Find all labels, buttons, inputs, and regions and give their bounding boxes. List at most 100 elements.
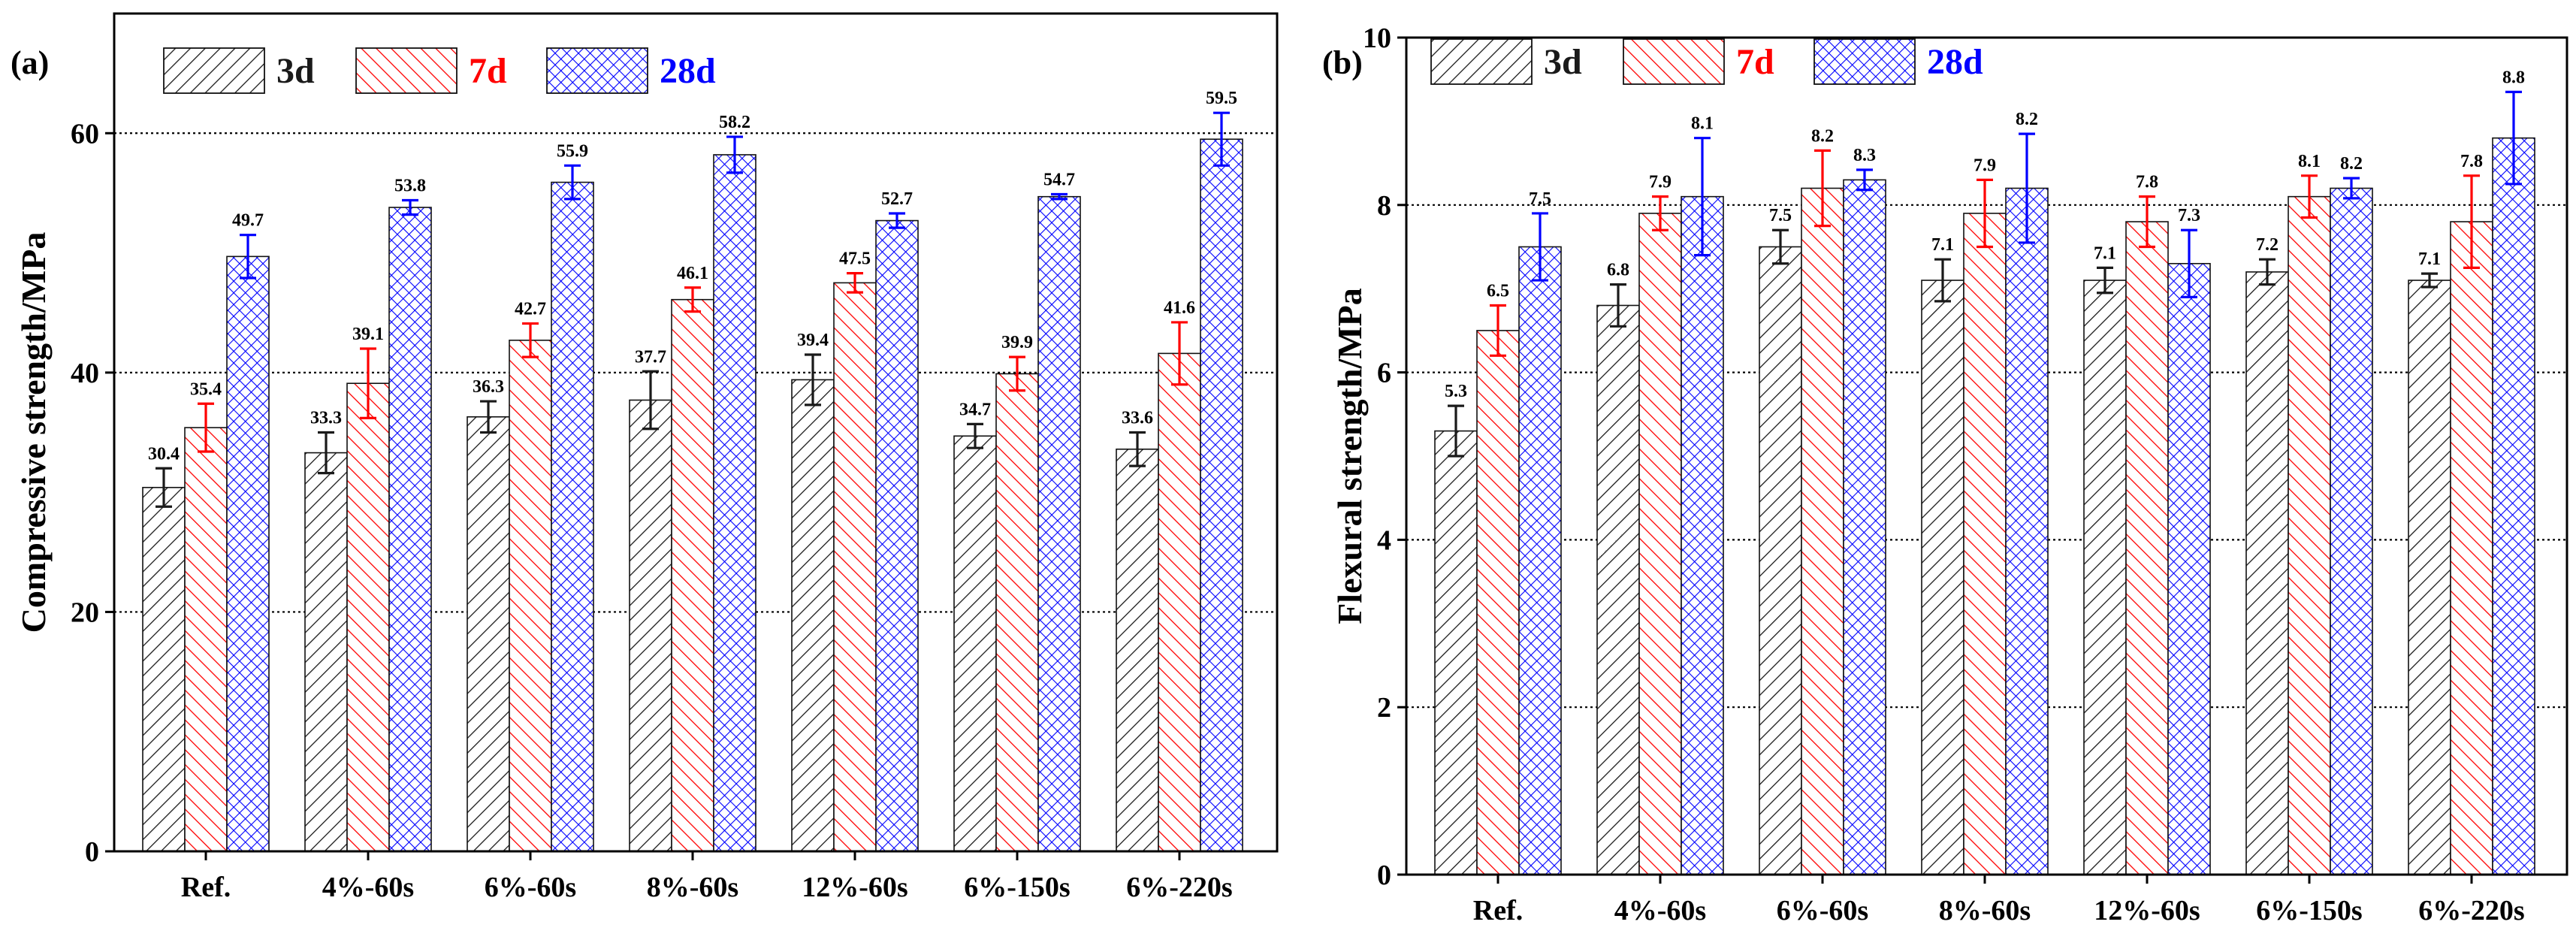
data-label-7d-3: 7.9 [1974, 156, 1996, 175]
bar-7d-5 [2288, 195, 2331, 875]
data-label-3d-2: 7.5 [1769, 206, 1792, 225]
error-bar-3d-5 [2259, 258, 2276, 286]
panel-label: (b) [1322, 44, 1363, 81]
x-tick-label: 6%-150s [2256, 895, 2362, 926]
bar-3d-3 [629, 399, 672, 852]
legend-label-3d: 3d [276, 51, 315, 91]
error-bar-28d-1 [402, 198, 418, 216]
y-tick-label: 60 [71, 118, 99, 150]
data-label-3d-3: 7.1 [1931, 235, 1954, 255]
data-label-7d-5: 8.1 [2298, 152, 2321, 171]
legend-swatch-28d [546, 47, 648, 94]
data-label-3d-4: 39.4 [797, 331, 829, 350]
data-label-28d-3: 58.2 [719, 113, 750, 132]
legend-label-7d: 7d [1736, 42, 1774, 82]
data-label-28d-5: 8.2 [2340, 154, 2363, 174]
bar-28d-1 [388, 207, 432, 852]
bar-28d-2 [551, 181, 594, 852]
legend-label-28d: 28d [1927, 42, 1983, 82]
bar-28d-3 [2005, 187, 2049, 875]
x-tick-label: 8%-60s [1939, 895, 2031, 926]
data-label-7d-6: 41.6 [1164, 298, 1195, 318]
data-label-7d-1: 39.1 [352, 325, 384, 344]
error-bar-7d-5 [1009, 355, 1025, 392]
error-bar-7d-2 [1814, 149, 1831, 228]
legend-label-7d: 7d [469, 51, 507, 91]
error-bar-3d-1 [318, 431, 334, 475]
legend-swatch-3d [1430, 38, 1533, 85]
data-label-28d-3: 8.2 [2016, 110, 2038, 129]
bar-3d-2 [467, 416, 510, 852]
data-label-28d-2: 8.3 [1853, 146, 1876, 165]
bar-7d-6 [1158, 352, 1201, 852]
legend-swatch-28d [1813, 38, 1916, 85]
bar-3d-0 [1434, 430, 1478, 875]
error-bar-7d-5 [2301, 174, 2318, 219]
data-label-7d-4: 7.8 [2136, 173, 2158, 192]
bar-7d-4 [833, 282, 877, 852]
error-bar-28d-5 [1051, 192, 1068, 201]
bar-28d-4 [2167, 262, 2211, 875]
x-tick-label: 8%-60s [647, 872, 738, 903]
data-label-3d-6: 7.1 [2418, 249, 2441, 269]
error-bar-28d-0 [240, 234, 256, 280]
data-label-28d-0: 7.5 [1529, 189, 1551, 209]
bar-3d-5 [953, 435, 997, 852]
x-tick-label: Ref. [1473, 895, 1523, 926]
x-tick-labels: Ref. 4%-60s 6%-60s 8%-60s 12%-60s 6%-150s 6%-2… [1473, 875, 2525, 926]
plot-frame [113, 12, 1279, 853]
data-label-3d-1: 6.8 [1607, 261, 1629, 280]
bar-28d-0 [1518, 246, 1562, 875]
error-bar-7d-4 [847, 272, 863, 294]
bar-28d-1 [1681, 195, 1724, 875]
error-bar-28d-6 [2505, 90, 2522, 186]
bar-28d-6 [2492, 137, 2535, 875]
bar-3d-4 [791, 379, 835, 852]
error-bar-3d-6 [1129, 431, 1146, 467]
x-tick-label: 12%-60s [2094, 895, 2200, 926]
data-label-7d-2: 42.7 [515, 300, 546, 319]
x-tick-label: 4%-60s [322, 872, 414, 903]
error-bar-28d-2 [1856, 168, 1873, 192]
bar-3d-3 [1921, 280, 1964, 875]
error-bar-28d-3 [726, 135, 743, 174]
error-bar-3d-5 [967, 422, 983, 449]
error-bar-3d-3 [642, 370, 659, 431]
data-label-28d-4: 52.7 [881, 189, 913, 209]
bar-3d-1 [1596, 304, 1640, 875]
grid-lines [114, 132, 1277, 613]
data-label-7d-5: 39.9 [1001, 333, 1033, 352]
data-label-3d-4: 7.1 [2094, 243, 2116, 263]
data-label-28d-6: 59.5 [1206, 89, 1237, 108]
error-bar-3d-4 [2097, 266, 2113, 295]
panel-a: 30.4 35.4 49.7 33.3 39.1 53.8 36.3 42.7 55.9 37.7… [11, 12, 1279, 903]
plot-frame [1405, 36, 2568, 876]
x-tick-label: 4%-60s [1614, 895, 1706, 926]
error-bar-28d-2 [564, 164, 581, 201]
data-label-3d-3: 37.7 [635, 347, 666, 367]
legend-swatch-7d [1623, 38, 1725, 85]
error-bar-3d-2 [1772, 228, 1789, 265]
bar-3d-6 [2408, 280, 2451, 875]
x-tick-label: 12%-60s [802, 872, 907, 903]
legend-swatch-3d [163, 47, 265, 94]
data-label-7d-4: 47.5 [839, 249, 871, 269]
x-tick-label: 6%-60s [1777, 895, 1868, 926]
y-ticks: 0 20 40 60 [71, 118, 114, 868]
x-tick-label: 6%-220s [1126, 872, 1232, 903]
x-tick-labels: Ref. 4%-60s 6%-60s 8%-60s 12%-60s 6%-150s 6%-2… [181, 851, 1233, 903]
panel-b: 5.3 6.5 7.5 6.8 7.9 8.1 7.5 8.2 8.3 7.1 7.9 8.2 7.1 7… [1322, 23, 2568, 926]
data-label-28d-2: 55.9 [557, 141, 588, 161]
panel-label: (a) [11, 44, 49, 81]
error-bar-28d-1 [1694, 137, 1711, 257]
error-bar-28d-0 [1532, 212, 1548, 282]
data-label-3d-0: 30.4 [148, 444, 180, 464]
bar-3d-1 [304, 452, 348, 852]
y-tick-label: 0 [85, 836, 99, 868]
bar-7d-2 [1801, 187, 1844, 875]
legend-swatch-7d [355, 47, 458, 94]
bar-7d-5 [995, 373, 1039, 852]
bar-28d-3 [713, 154, 756, 852]
data-label-3d-0: 5.3 [1445, 382, 1467, 401]
y-tick-label: 40 [71, 358, 99, 389]
